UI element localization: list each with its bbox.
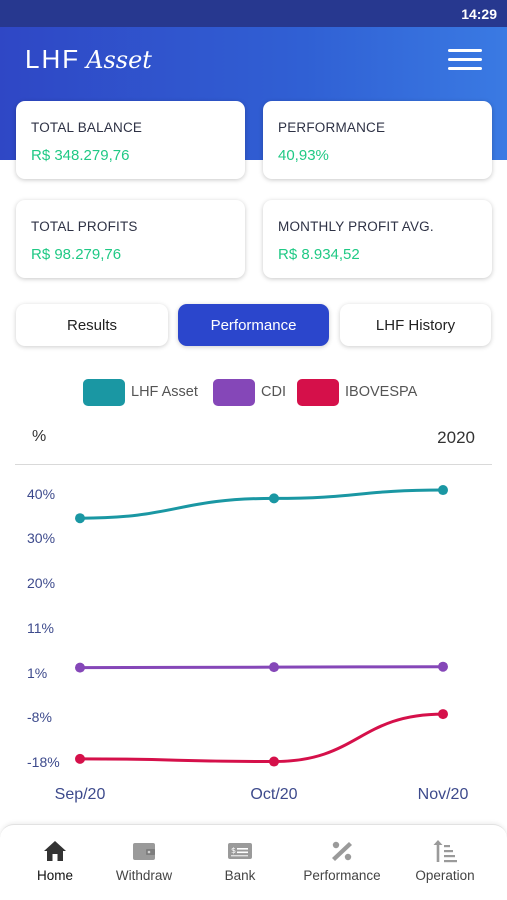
- performance-label: PERFORMANCE: [278, 120, 386, 135]
- total-profits-label: TOTAL PROFITS: [31, 219, 138, 234]
- legend-item-ibovespa: IBOVESPA: [297, 378, 417, 406]
- legend-label-cdi: CDI: [261, 384, 286, 400]
- percent-icon: [332, 841, 352, 861]
- y-tick-label: 11%: [27, 620, 54, 636]
- data-point-cdi[interactable]: [269, 662, 279, 673]
- y-tick-label: -8%: [27, 709, 52, 725]
- series-line-cdi: [79, 665, 444, 670]
- logo-main-text: LHF: [25, 44, 81, 74]
- nav-operation[interactable]: Operation: [395, 839, 495, 889]
- data-point-lhf-asset[interactable]: [269, 493, 279, 504]
- legend-label-lhf-asset: LHF Asset: [131, 384, 198, 400]
- status-time: 14:29: [461, 6, 497, 22]
- app-logo: LHF Asset: [25, 44, 152, 75]
- y-tick-label: 40%: [27, 486, 55, 502]
- nav-home[interactable]: Home: [5, 839, 105, 889]
- total-balance-card: TOTAL BALANCE R$ 348.279,76: [16, 101, 245, 179]
- nav-label-operation: Operation: [415, 868, 475, 883]
- nav-label-performance: Performance: [303, 868, 381, 883]
- monthly-profit-avg-label: MONTHLY PROFIT AVG.: [278, 219, 434, 234]
- tab-performance[interactable]: Performance: [178, 304, 329, 346]
- data-point-ibovespa[interactable]: [269, 756, 279, 767]
- y-tick-label: 20%: [27, 575, 55, 591]
- home-icon: [44, 841, 66, 861]
- x-tick-label: Sep/20: [55, 786, 106, 803]
- chart-legend: LHF Asset CDI IBOVESPA: [0, 378, 507, 406]
- sort-operation-icon: [433, 840, 457, 863]
- y-tick-label: 30%: [27, 530, 55, 546]
- nav-performance[interactable]: Performance: [292, 839, 392, 889]
- legend-label-ibovespa: IBOVESPA: [345, 384, 418, 400]
- chart-year-label: 2020: [437, 428, 475, 447]
- total-profits-value: R$ 98.279,76: [31, 246, 122, 263]
- performance-line-chart: 40% 30% 20% 11% 1% -8% -18% Sep/20 Oct/20 Nov/20: [27, 485, 469, 803]
- data-point-ibovespa[interactable]: [75, 753, 85, 764]
- series-line-lhf-asset: [79, 488, 444, 520]
- bottom-nav: Home Withdraw $ Bank Performance: [0, 824, 507, 900]
- chart-unit-label: %: [32, 428, 47, 445]
- legend-item-cdi: CDI: [213, 378, 286, 406]
- data-point-lhf-asset[interactable]: [75, 513, 85, 524]
- performance-card: PERFORMANCE 40,93%: [263, 101, 492, 179]
- data-point-cdi[interactable]: [438, 661, 448, 672]
- monthly-profit-avg-value: R$ 8.934,52: [278, 246, 360, 263]
- nav-label-bank: Bank: [224, 868, 256, 883]
- bank-icon: $: [228, 843, 252, 859]
- x-tick-label: Nov/20: [418, 786, 469, 803]
- y-tick-label: -18%: [27, 754, 60, 770]
- performance-value: 40,93%: [278, 147, 329, 164]
- y-tick-label: 1%: [27, 665, 47, 681]
- nav-bank[interactable]: $ Bank: [190, 839, 290, 889]
- nav-withdraw[interactable]: Withdraw: [94, 839, 194, 889]
- data-point-cdi[interactable]: [75, 662, 85, 673]
- status-bar: 14:29: [0, 0, 507, 27]
- series-line-ibovespa: [79, 712, 444, 764]
- data-point-lhf-asset[interactable]: [438, 485, 448, 496]
- legend-swatch-ibovespa: [297, 378, 339, 406]
- legend-item-lhf-asset: LHF Asset: [83, 378, 198, 406]
- monthly-profit-avg-card: MONTHLY PROFIT AVG. R$ 8.934,52: [263, 200, 492, 278]
- legend-swatch-lhf-asset: [83, 378, 125, 406]
- total-profits-card: TOTAL PROFITS R$ 98.279,76: [16, 200, 245, 278]
- hamburger-menu-icon[interactable]: [448, 49, 482, 71]
- total-balance-label: TOTAL BALANCE: [31, 120, 143, 135]
- x-tick-label: Oct/20: [250, 786, 297, 803]
- nav-label-withdraw: Withdraw: [115, 868, 173, 883]
- tab-results[interactable]: Results: [16, 304, 168, 346]
- total-balance-value: R$ 348.279,76: [31, 147, 130, 164]
- data-point-ibovespa[interactable]: [438, 709, 448, 720]
- svg-text:$: $: [231, 846, 236, 855]
- wallet-icon: [133, 843, 155, 860]
- legend-swatch-cdi: [213, 378, 255, 406]
- nav-label-home: Home: [36, 868, 73, 883]
- chart-divider: [15, 464, 492, 465]
- logo-sub-text: Asset: [86, 45, 152, 74]
- tab-lhf-history[interactable]: LHF History: [340, 304, 491, 346]
